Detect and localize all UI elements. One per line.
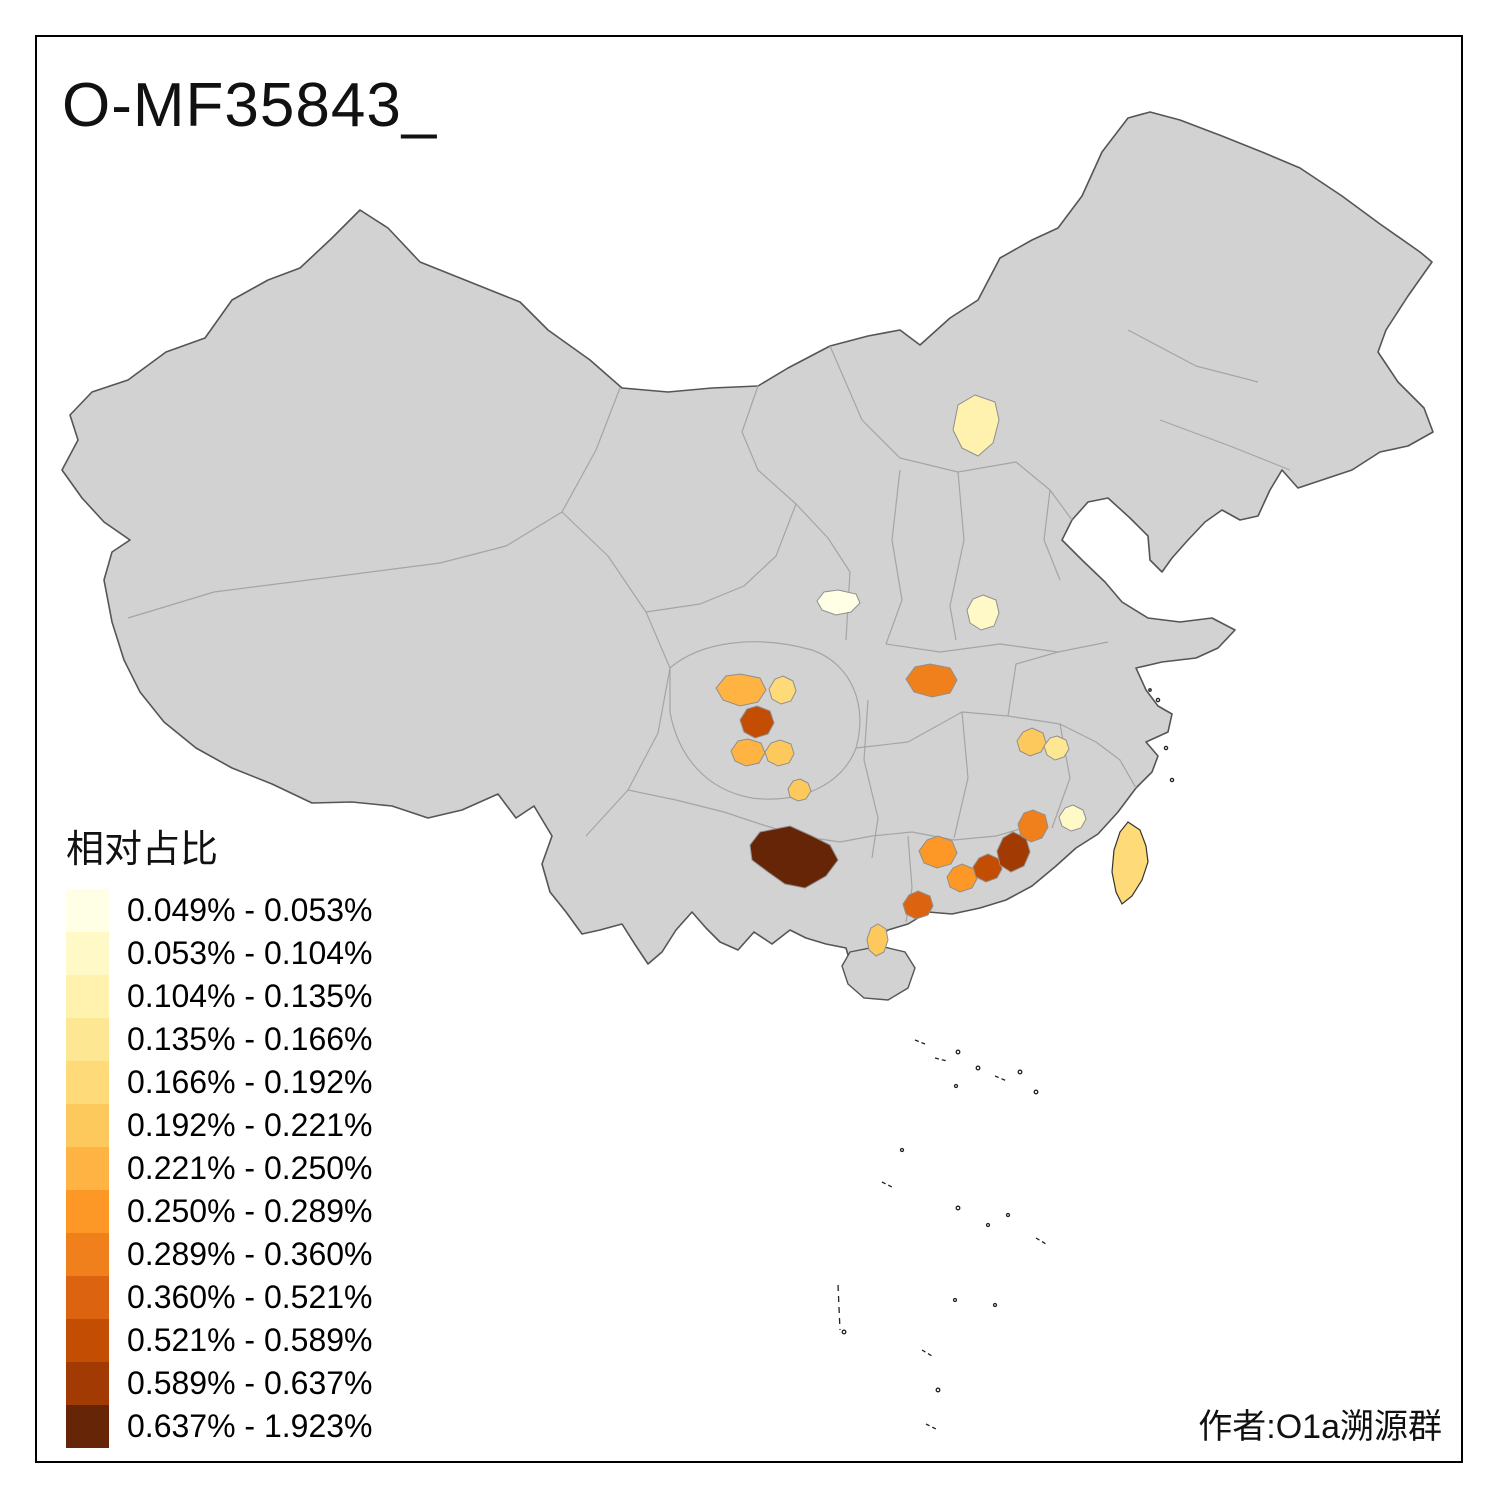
legend-swatch <box>66 1276 109 1319</box>
south-china-sea-islands <box>837 1039 1047 1430</box>
region-18 <box>1058 804 1087 832</box>
region-08 <box>730 738 766 767</box>
legend-item-label: 0.250% - 0.289% <box>127 1193 373 1229</box>
legend-item: 0.135% - 0.166% <box>66 1018 373 1061</box>
region-10 <box>787 778 812 802</box>
region-03 <box>966 594 1000 631</box>
legend-item-label: 0.521% - 0.589% <box>127 1322 373 1358</box>
legend-item-label: 0.049% - 0.053% <box>127 892 373 928</box>
legend-item: 0.166% - 0.192% <box>66 1061 373 1104</box>
legend-item: 0.104% - 0.135% <box>66 975 373 1018</box>
legend-swatch <box>66 975 109 1018</box>
region-04 <box>905 663 958 698</box>
author-credit: 作者:O1a溯源群 <box>1198 1408 1442 1446</box>
legend-swatch <box>66 1190 109 1233</box>
plot-title: O-MF35843_ <box>62 71 438 140</box>
legend-item-label: 0.360% - 0.521% <box>127 1279 373 1315</box>
legend-swatch <box>66 1319 109 1362</box>
region-05 <box>715 673 767 707</box>
legend-item-label: 0.289% - 0.360% <box>127 1236 373 1272</box>
region-19 <box>1016 727 1047 757</box>
legend-item: 0.589% - 0.637% <box>66 1362 373 1405</box>
legend-item-label: 0.053% - 0.104% <box>127 935 373 971</box>
legend-swatch <box>66 1405 109 1448</box>
legend-item: 0.192% - 0.221% <box>66 1104 373 1147</box>
region-17 <box>1017 809 1049 843</box>
legend-item-label: 0.166% - 0.192% <box>127 1064 373 1100</box>
region-11 <box>749 825 839 889</box>
region-07 <box>739 705 775 739</box>
legend-swatch <box>66 1233 109 1276</box>
legend-item: 0.250% - 0.289% <box>66 1190 373 1233</box>
legend-item: 0.221% - 0.250% <box>66 1147 373 1190</box>
taiwan-island <box>1111 821 1149 905</box>
region-12 <box>918 835 958 869</box>
legend-swatch <box>66 1147 109 1190</box>
region-16 <box>996 831 1031 873</box>
hainan-island <box>841 945 916 1001</box>
legend-swatch <box>66 1104 109 1147</box>
legend: 相对占比 0.049% - 0.053% 0.053% - 0.104% 0.1… <box>66 818 373 1448</box>
legend-item: 0.053% - 0.104% <box>66 932 373 975</box>
region-20 <box>1043 735 1070 761</box>
legend-swatch <box>66 889 109 932</box>
legend-item: 0.521% - 0.589% <box>66 1319 373 1362</box>
legend-item: 0.049% - 0.053% <box>66 889 373 932</box>
coastal-islets <box>1148 688 1175 783</box>
legend-swatch <box>66 932 109 975</box>
legend-item-label: 0.637% - 1.923% <box>127 1408 373 1444</box>
legend-item: 0.637% - 1.923% <box>66 1405 373 1448</box>
highlighted-regions <box>715 394 1087 957</box>
province-borders <box>127 329 1291 923</box>
legend-item-label: 0.135% - 0.166% <box>127 1021 373 1057</box>
legend-swatch <box>66 1018 109 1061</box>
legend-item-label: 0.104% - 0.135% <box>127 978 373 1014</box>
legend-title: 相对占比 <box>66 829 219 871</box>
china-mainland <box>61 111 1434 977</box>
region-09 <box>764 739 795 767</box>
legend-swatch <box>66 1362 109 1405</box>
legend-item: 0.289% - 0.360% <box>66 1233 373 1276</box>
legend-item-label: 0.589% - 0.637% <box>127 1365 373 1401</box>
region-01 <box>952 394 1000 457</box>
region-02 <box>816 589 861 616</box>
region-13 <box>902 890 934 920</box>
region-21 <box>866 923 889 957</box>
legend-item-label: 0.221% - 0.250% <box>127 1150 373 1186</box>
legend-item-label: 0.192% - 0.221% <box>127 1107 373 1143</box>
legend-swatch <box>66 1061 109 1104</box>
region-06 <box>768 675 797 705</box>
legend-item: 0.360% - 0.521% <box>66 1276 373 1319</box>
